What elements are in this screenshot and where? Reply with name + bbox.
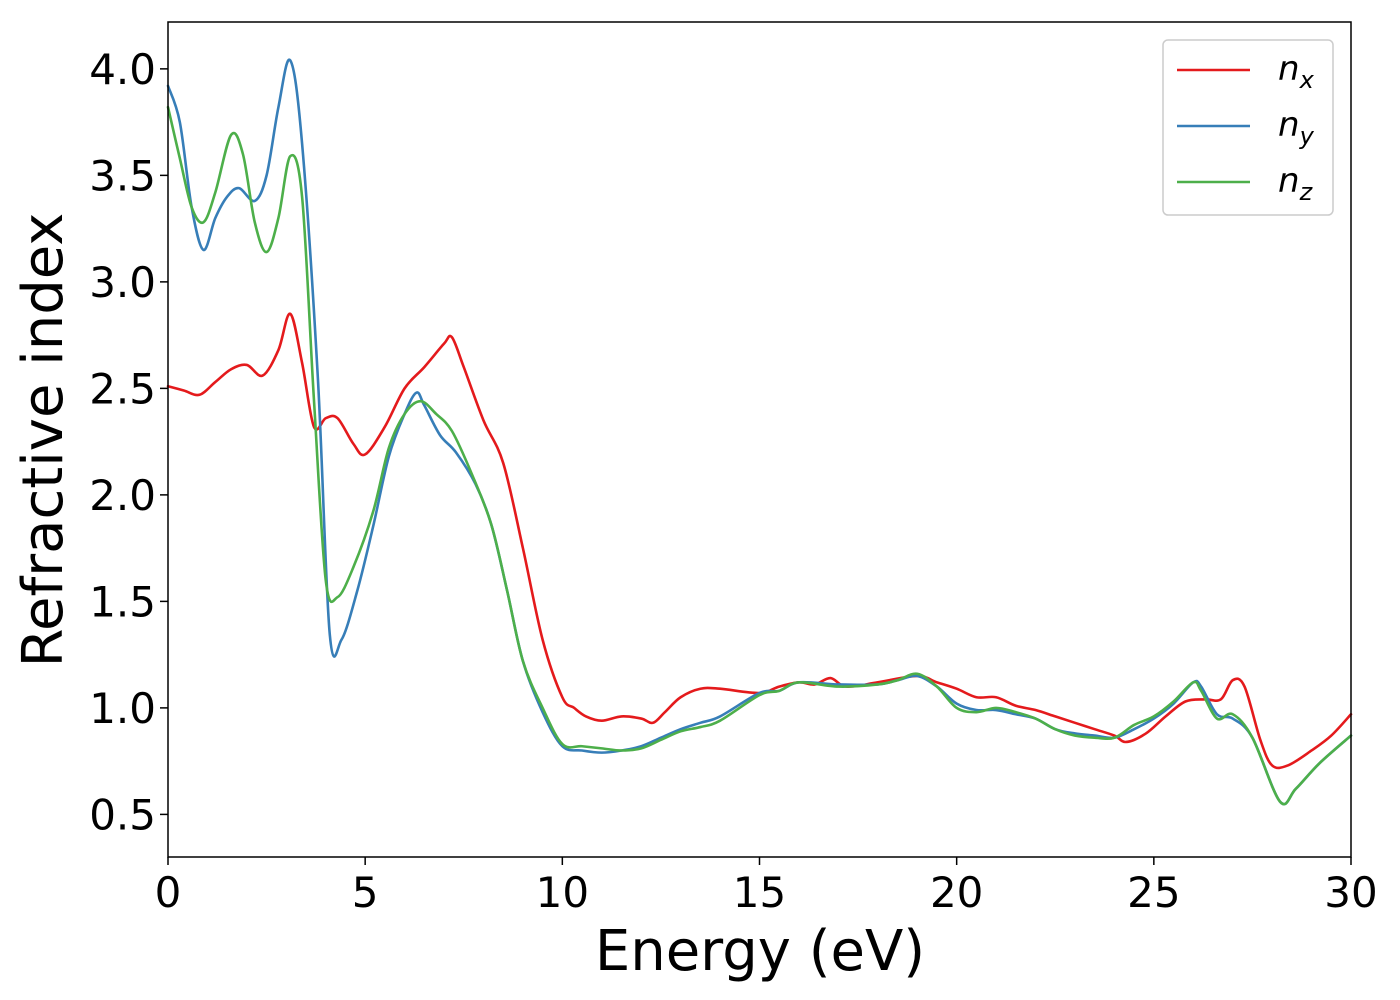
x-axis: 0 5 10 15 20 25 30 — [155, 857, 1378, 917]
y-tick-label: 0.5 — [89, 790, 156, 839]
x-tick-label: 10 — [536, 868, 589, 917]
legend-box — [1162, 39, 1334, 216]
series-layer — [166, 58, 1353, 806]
y-tick-label: 1.5 — [89, 577, 156, 626]
y-tick-label: 3.5 — [89, 151, 156, 200]
x-tick-label: 25 — [1127, 868, 1180, 917]
x-tick-label: 5 — [352, 868, 379, 917]
y-tick-label: 2.5 — [89, 364, 156, 413]
y-tick-label: 1.0 — [89, 684, 156, 733]
series-line-n-x — [166, 312, 1353, 770]
y-tick-label: 2.0 — [89, 471, 156, 520]
x-tick-label: 30 — [1324, 868, 1377, 917]
y-axis: 0.5 1.0 1.5 2.0 2.5 3.0 3.5 4.0 — [89, 45, 168, 839]
series-line-n-z — [166, 105, 1353, 806]
x-tick-label: 20 — [930, 868, 983, 917]
x-tick-label: 0 — [155, 868, 182, 917]
y-tick-label: 3.0 — [89, 258, 156, 307]
x-tick-label: 15 — [733, 868, 786, 917]
y-tick-label: 4.0 — [89, 45, 156, 94]
y-axis-title: Refractive index — [11, 213, 76, 668]
x-axis-title: Energy (eV) — [595, 919, 925, 984]
